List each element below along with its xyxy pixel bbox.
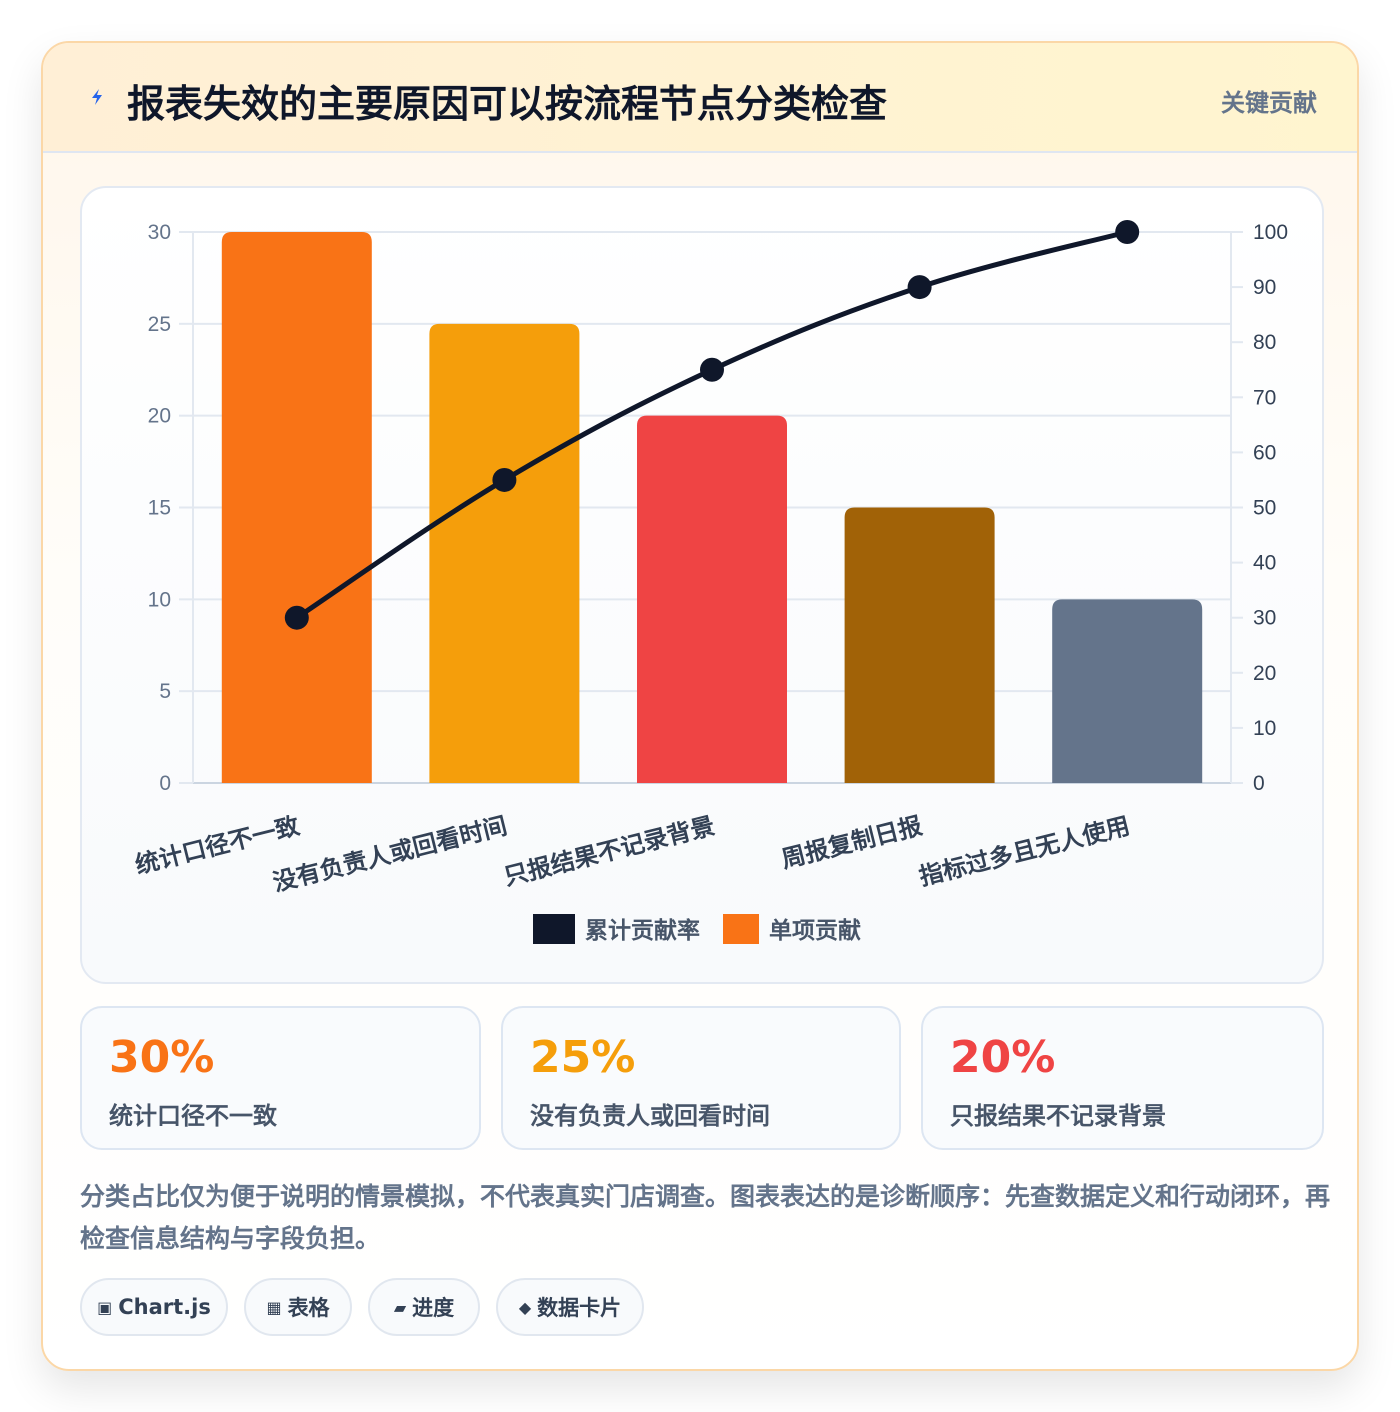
chip-chartjs[interactable]: ▣ Chart.js: [80, 1278, 228, 1336]
line-point: [1115, 220, 1140, 244]
y-tick-label: 30: [148, 221, 171, 244]
progress-icon: ▰: [393, 1297, 407, 1317]
y2-tick-label: 10: [1253, 717, 1276, 740]
stat-cards: 30% 统计口径不一致 25% 没有负责人或回看时间 20% 只报结果不记录背景: [80, 1006, 1324, 1150]
stat-card: 30% 统计口径不一致: [80, 1006, 481, 1150]
y2-tick-label: 70: [1253, 386, 1276, 409]
stat-label: 没有负责人或回看时间: [530, 1102, 770, 1130]
chip-data-card[interactable]: ◆ 数据卡片: [496, 1278, 644, 1336]
report-card: 报表失效的主要原因可以按流程节点分类检查 关键贡献 0 5 10 15 20 25 30 0 1…: [41, 41, 1359, 1371]
y-tick-label: 25: [148, 313, 171, 336]
bar: [221, 232, 372, 783]
y2-tick-label: 60: [1253, 441, 1276, 464]
legend-swatch: [723, 914, 759, 944]
bar: [429, 323, 580, 783]
y2-tick-label: 20: [1253, 662, 1276, 685]
bar: [1052, 599, 1203, 783]
table-icon: ▦: [266, 1297, 282, 1317]
diamond-icon: ◆: [518, 1297, 532, 1317]
line-point: [284, 605, 309, 630]
y2-tick-label: 40: [1253, 552, 1276, 575]
chip-table[interactable]: ▦ 表格: [244, 1278, 352, 1336]
chip-label: 进度: [412, 1296, 455, 1320]
chip-label: Chart.js: [118, 1295, 211, 1319]
page-title: 报表失效的主要原因可以按流程节点分类检查: [127, 82, 888, 126]
stat-label: 只报结果不记录背景: [950, 1102, 1166, 1130]
legend-label: 单项贡献: [769, 918, 861, 944]
bar: [637, 415, 787, 783]
line-point: [907, 275, 932, 300]
lightning-icon: [92, 89, 102, 105]
y2-tick-label: 100: [1253, 221, 1288, 244]
stat-card: 20% 只报结果不记录背景: [921, 1006, 1324, 1150]
x-tick-label: 没有负责人或回看时间: [270, 812, 510, 897]
bar: [844, 507, 995, 783]
chip-label: 表格: [287, 1296, 330, 1320]
chart-container: 0 5 10 15 20 25 30 0 10 20 30 40 50 60 70 80 90 100 统计口径不一…: [80, 186, 1324, 984]
y2-tick-label: 80: [1253, 331, 1276, 354]
stat-value: 25%: [530, 1032, 636, 1083]
y2-tick-label: 90: [1253, 276, 1276, 299]
y2-tick-label: 50: [1253, 497, 1276, 520]
line-point: [700, 357, 724, 382]
x-tick-label: 只报结果不记录背景: [501, 812, 717, 891]
line-point: [492, 467, 517, 492]
chip-progress[interactable]: ▰ 进度: [368, 1278, 480, 1336]
y-tick-label: 20: [148, 405, 171, 428]
y-tick-label: 10: [148, 588, 171, 611]
stat-value: 20%: [950, 1032, 1056, 1083]
y2-tick-label: 30: [1253, 607, 1276, 630]
card-header: 报表失效的主要原因可以按流程节点分类检查 关键贡献: [43, 43, 1357, 153]
legend-label: 累计贡献率: [585, 917, 700, 944]
header-badge: 关键贡献: [1221, 89, 1317, 117]
footnote: 分类占比仅为便于说明的情景模拟，不代表真实门店调查。图表表达的是诊断顺序：先查数…: [80, 1182, 1331, 1253]
chip-label: 数据卡片: [537, 1296, 622, 1320]
stat-value: 30%: [109, 1032, 215, 1083]
legend-swatch: [533, 914, 575, 944]
chart-icon: ▣: [97, 1297, 113, 1317]
x-tick-label: 指标过多且无人使用: [916, 812, 1132, 891]
y-tick-label: 15: [148, 497, 171, 520]
stat-label: 统计口径不一致: [109, 1102, 277, 1130]
y-tick-label: 0: [159, 772, 171, 795]
y2-tick-label: 0: [1253, 772, 1265, 795]
stat-card: 25% 没有负责人或回看时间: [501, 1006, 901, 1150]
y-tick-label: 5: [159, 680, 171, 703]
pareto-chart: 0510152025300102030405060708090100统计口径不一…: [132, 220, 1288, 944]
x-tick-label: 周报复制日报: [779, 812, 925, 874]
